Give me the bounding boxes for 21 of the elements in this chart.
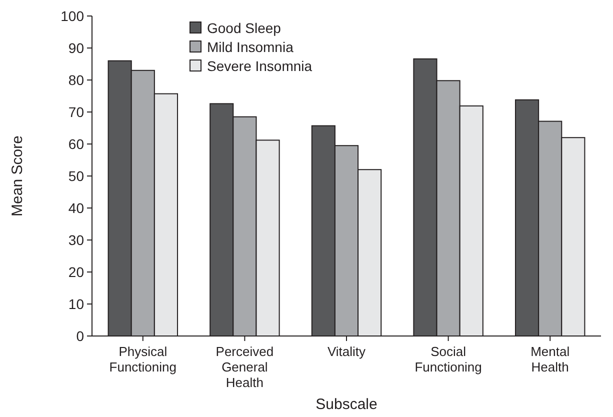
x-tick-label: Social Functioning [414, 344, 482, 375]
y-tick-label: 40 [68, 200, 84, 216]
y-tick-label: 60 [68, 136, 84, 152]
legend-label: Severe Insomnia [207, 58, 312, 74]
y-tick-label: 0 [76, 328, 84, 344]
y-tick-label: 100 [60, 8, 84, 24]
y-tick-label: 30 [68, 232, 84, 248]
x-tick-label: Mental Health [530, 344, 570, 375]
x-tick-label: Physical Functioning [109, 344, 177, 375]
y-tick-label: 80 [68, 72, 84, 88]
x-axis-title: Subscale [316, 396, 378, 413]
y-axis-title: Mean Score [9, 136, 26, 216]
x-tick-label: Vitality [327, 344, 366, 359]
y-tick-label: 10 [68, 296, 84, 312]
y-tick-label: 50 [68, 168, 84, 184]
y-tick-label: 90 [68, 40, 84, 56]
y-tick-label: 20 [68, 264, 84, 280]
legend-label: Mild Insomnia [207, 38, 294, 55]
x-tick-label: Perceived General Health [216, 344, 274, 390]
legend-label: Good Sleep [207, 20, 282, 36]
y-tick-label: 70 [68, 104, 84, 120]
